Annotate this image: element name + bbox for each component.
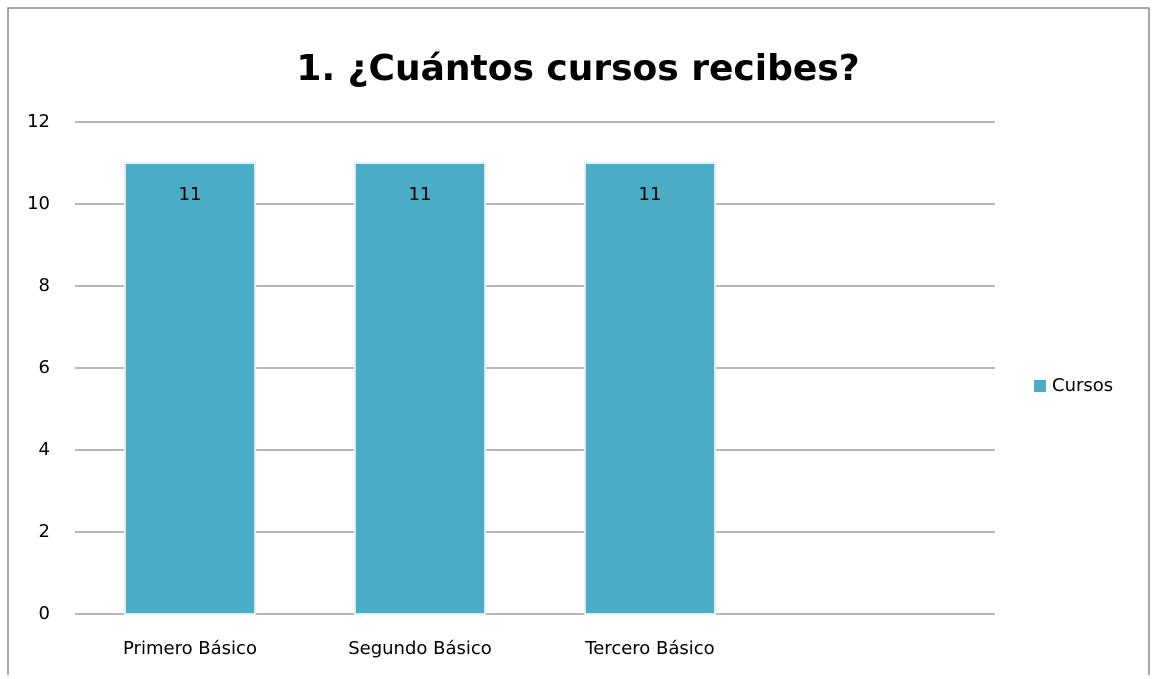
data-label: 11: [179, 184, 202, 205]
y-tick-label: 2: [39, 521, 50, 542]
y-tick-label: 4: [39, 439, 50, 460]
y-tick-label: 6: [39, 357, 50, 378]
y-tick-label: 0: [39, 603, 50, 624]
bar: [583, 162, 717, 615]
bar: [353, 162, 487, 615]
chart-title: 1. ¿Cuántos cursos recibes?: [296, 48, 859, 89]
legend-swatch: [1034, 380, 1046, 392]
data-label: 11: [639, 184, 662, 205]
bar: [123, 162, 257, 615]
data-label: 11: [409, 184, 432, 205]
x-tick-label: Tercero Básico: [584, 638, 714, 659]
legend-label: Cursos: [1052, 375, 1113, 396]
x-tick-label: Segundo Básico: [348, 638, 492, 659]
x-tick-label: Primero Básico: [123, 638, 257, 659]
y-tick-label: 10: [27, 193, 50, 214]
y-tick-label: 12: [27, 111, 50, 132]
y-tick-label: 8: [39, 275, 50, 296]
